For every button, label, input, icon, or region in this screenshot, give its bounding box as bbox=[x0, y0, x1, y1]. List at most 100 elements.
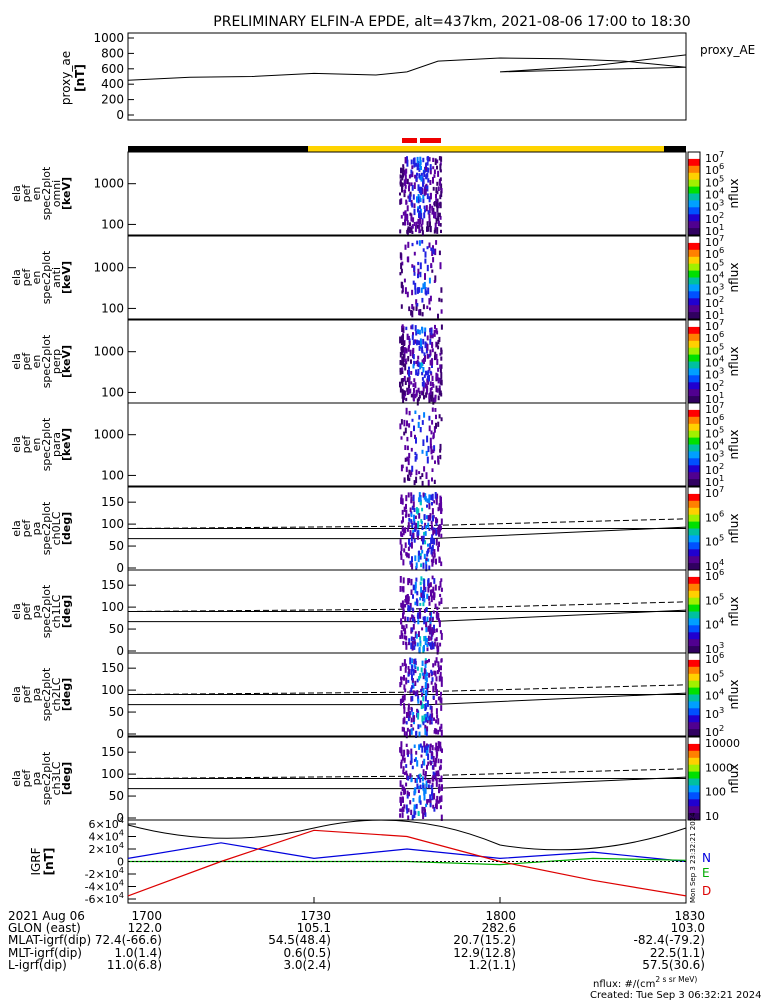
colorbar-cell bbox=[688, 708, 700, 716]
spectro-cell bbox=[418, 608, 421, 613]
spectro-cell bbox=[419, 163, 422, 170]
spectro-cell bbox=[423, 531, 426, 536]
spectro-cell bbox=[417, 508, 420, 515]
spectro-cell bbox=[429, 351, 432, 356]
ylabel-line: spec2plot bbox=[40, 250, 53, 304]
spectro-cell bbox=[407, 474, 409, 481]
spectro-cell bbox=[433, 426, 436, 433]
spectro-cell bbox=[404, 603, 407, 608]
spectro-cell bbox=[417, 184, 420, 191]
spectro-cell bbox=[430, 669, 433, 674]
spectro-cell bbox=[410, 359, 412, 364]
spectro-cell bbox=[428, 206, 431, 213]
spectro-cell bbox=[415, 330, 418, 336]
spectro-cell bbox=[426, 700, 429, 707]
spectro-cell bbox=[419, 262, 422, 270]
spectro-cell bbox=[399, 272, 402, 276]
spectro-cell bbox=[435, 187, 438, 194]
colorbar-cell bbox=[688, 666, 700, 675]
spectro-cell bbox=[427, 225, 430, 232]
spectro-cell bbox=[416, 783, 419, 789]
colorbar-label-text: nflux bbox=[727, 680, 741, 710]
spectro-cell bbox=[413, 807, 416, 814]
spectro-cell bbox=[438, 585, 441, 591]
spectro-cell bbox=[422, 194, 425, 200]
spectro-cell bbox=[404, 457, 407, 462]
spectro-cell bbox=[436, 518, 439, 523]
colorbar-cell bbox=[688, 444, 700, 452]
spectro-cell bbox=[426, 660, 429, 664]
spectro-cell bbox=[424, 251, 427, 258]
spectro-cell bbox=[414, 555, 417, 562]
spectro-cell bbox=[418, 744, 421, 750]
spectro-cell bbox=[414, 587, 417, 594]
spectro-cell bbox=[424, 635, 427, 642]
spectro-cell bbox=[410, 381, 413, 385]
spectro-cell bbox=[416, 642, 419, 647]
spectro-cell bbox=[405, 721, 408, 725]
spectro-cell bbox=[422, 385, 425, 392]
spectro-cell bbox=[419, 800, 422, 805]
spectro-cell bbox=[440, 775, 443, 783]
colorbar-tick-label: 1000 bbox=[705, 761, 733, 774]
spectro-cell bbox=[426, 647, 429, 652]
spectro-cell bbox=[427, 543, 429, 547]
spectro-cell bbox=[435, 783, 438, 787]
spectro-cell bbox=[413, 690, 416, 695]
spectro-cell bbox=[432, 610, 435, 614]
tick-label-omni: 100 bbox=[101, 217, 124, 231]
spectro-cell bbox=[403, 684, 406, 690]
spectro-cell bbox=[438, 156, 441, 161]
spectro-cell bbox=[411, 324, 414, 330]
spectro-cell bbox=[410, 706, 413, 711]
science-bar-black-right bbox=[664, 146, 686, 152]
spectro-cell bbox=[429, 543, 432, 549]
colorbar-label: nflux bbox=[727, 680, 741, 710]
spectro-cell bbox=[434, 527, 437, 533]
spectro-cell bbox=[440, 229, 442, 233]
spectro-cell bbox=[434, 275, 437, 282]
spectro-cell bbox=[431, 793, 434, 801]
ae-ylabel-line: proxy_ae bbox=[59, 51, 73, 105]
spectro-cell bbox=[423, 584, 426, 591]
spectro-cell bbox=[399, 665, 402, 671]
spectro-cell bbox=[414, 393, 417, 399]
igrf-tick-label: -6×104 bbox=[85, 890, 124, 906]
ylabel-line: pef bbox=[20, 435, 33, 454]
spectro-cell bbox=[399, 351, 402, 358]
spectro-cell bbox=[440, 659, 443, 663]
ylabel-line: ch1LC bbox=[50, 594, 63, 628]
spectro-cell bbox=[430, 333, 433, 338]
spectro-cell bbox=[434, 603, 437, 609]
spectro-cell bbox=[439, 163, 442, 171]
spectro-cell bbox=[418, 676, 421, 681]
spectro-cell bbox=[431, 493, 434, 501]
spectro-cell bbox=[422, 492, 425, 497]
spectro-cell bbox=[406, 445, 409, 451]
spectro-cell bbox=[415, 803, 418, 809]
spectro-cell bbox=[420, 667, 423, 673]
spectro-cell bbox=[418, 196, 421, 200]
spectro-cell bbox=[429, 180, 432, 185]
spectro-cell bbox=[400, 304, 403, 309]
antiloss-cone-line bbox=[127, 518, 687, 529]
spectro-cell bbox=[412, 798, 415, 802]
spectro-cell bbox=[425, 803, 428, 808]
spectro-cell bbox=[408, 174, 411, 179]
spectro-cell bbox=[440, 502, 443, 509]
spectro-cell bbox=[432, 756, 435, 763]
spectro-cell bbox=[421, 240, 424, 244]
spectro-cell bbox=[439, 630, 442, 634]
spectro-cell bbox=[439, 202, 442, 209]
igrf-legend-N: N bbox=[702, 851, 711, 865]
spectro-cell bbox=[428, 565, 431, 571]
antiloss-cone-line bbox=[127, 601, 687, 612]
spectro-cell bbox=[430, 524, 433, 530]
spectro-cell bbox=[413, 616, 416, 622]
spectrogram-data-ch0 bbox=[399, 492, 443, 572]
spectro-cell bbox=[420, 586, 423, 593]
spectro-cell bbox=[433, 553, 436, 558]
spectro-cell bbox=[421, 359, 424, 363]
spectro-cell bbox=[420, 563, 423, 568]
tick-label-ch2: 50 bbox=[109, 705, 124, 719]
